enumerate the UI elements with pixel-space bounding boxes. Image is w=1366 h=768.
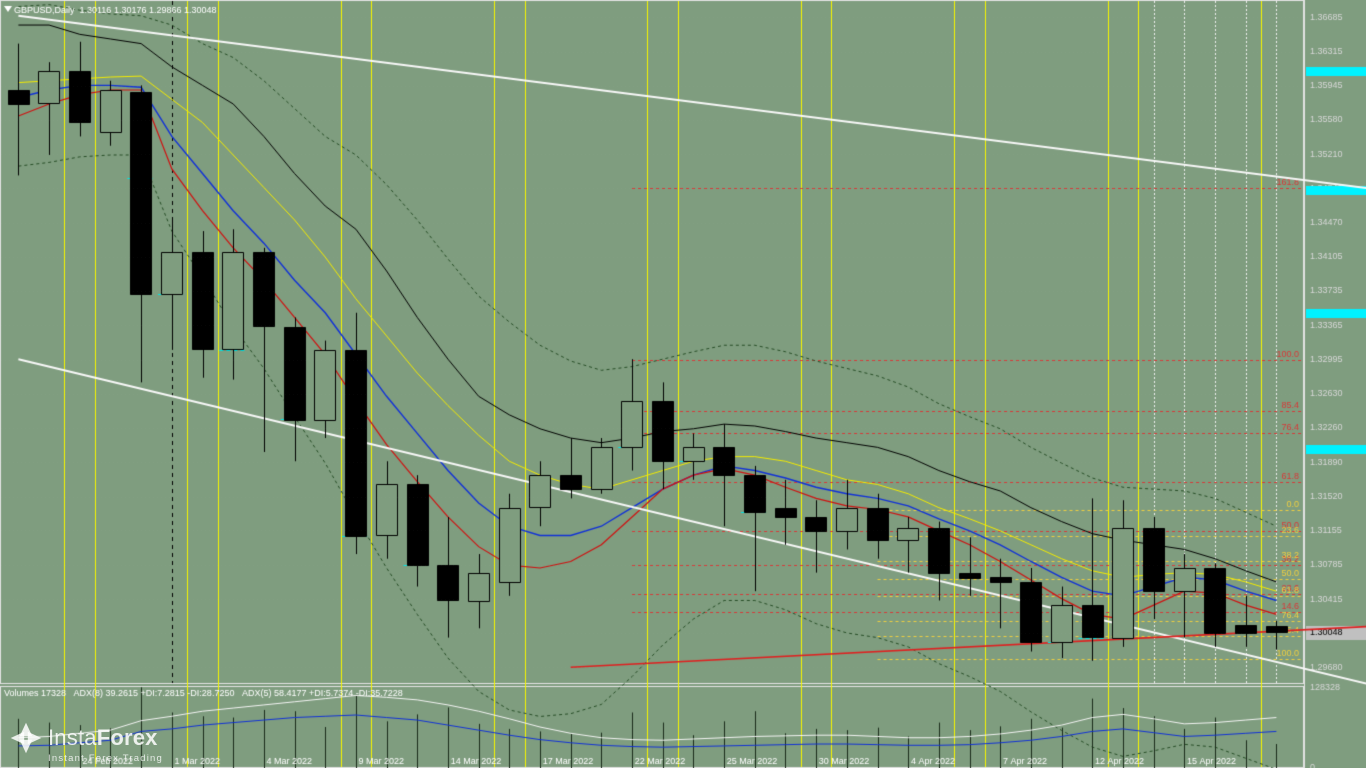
price-chart-canvas[interactable] — [0, 0, 1366, 768]
